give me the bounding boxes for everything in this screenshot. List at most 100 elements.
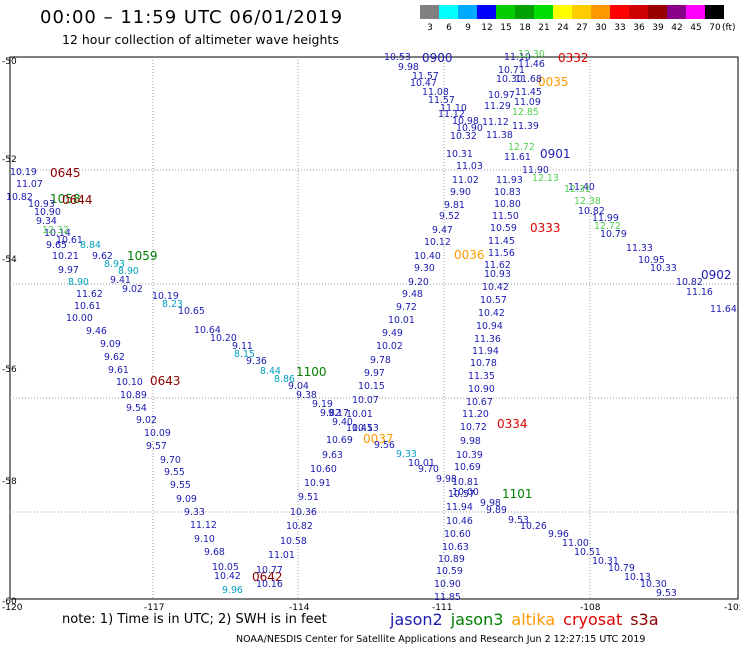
legend-swatch [458,5,477,19]
latitude-label: -60 [2,597,17,607]
legend-swatch [439,5,458,19]
legend-swatch [496,5,515,19]
wave-height-value: 9.81 [444,200,465,211]
wave-height-value: 11.68 [515,74,542,85]
wave-height-value: 11.62 [76,289,103,300]
wave-height-value: 10.71 [498,65,525,76]
wave-height-value: 11.16 [686,287,713,298]
wave-height-value: 9.54 [126,403,147,414]
wave-height-value: 12.72 [508,142,535,153]
wave-height-value: 9.34 [36,216,57,227]
wave-height-value: 9.46 [86,326,107,337]
wave-height-value: 10.00 [452,487,479,498]
satellite-key-s3a: s3a [630,610,659,629]
wave-height-value: 12.30 [518,49,545,60]
legend-tick-label: 3 [427,23,433,33]
legend-swatch [705,5,724,19]
wave-height-value: 9.96 [548,529,569,540]
wave-height-value: 9.98 [398,62,419,73]
wave-height-value: 9.17 [328,408,349,419]
wave-height-value: 11.10 [440,103,467,114]
wave-height-value: 10.13 [352,423,379,434]
wave-height-value: 9.10 [194,534,215,545]
wave-height-value: 10.90 [456,123,483,134]
wave-height-value: 10.53 [384,52,411,63]
wave-height-value: 11.33 [626,243,653,254]
wave-height-value: 10.79 [608,563,635,574]
wave-height-value: 10.59 [436,566,463,577]
wave-height-value: 11.64 [710,304,737,315]
wave-height-value: 11.20 [462,409,489,420]
wave-height-value: 9.49 [382,328,403,339]
footnote: note: 1) Time is in UTC; 2) SWH is in fe… [62,612,327,627]
wave-height-value: 11.40 [568,182,595,193]
wave-height-value: 11.50 [492,211,519,222]
wave-height-value: 9.51 [298,492,319,503]
satellite-key-jason3: jason3 [450,610,504,629]
legend-swatch [534,5,553,19]
pass-time-label: 0036 [454,248,485,262]
wave-height-value: 10.61 [74,301,101,312]
legend-tick-label: 6 [446,23,452,33]
wave-height-value: 11.61 [504,152,531,163]
wave-height-value: 9.55 [170,480,191,491]
latitude-label: -52 [2,155,17,165]
wave-height-value: 10.15 [358,381,385,392]
pass-time-label: 0902 [701,268,732,282]
wave-height-value: 9.63 [322,450,343,461]
legend-swatch [572,5,591,19]
wave-height-value: 11.35 [468,371,495,382]
wave-height-value: 9.65 [46,240,67,251]
pass-time-label: 0035 [538,75,569,89]
wave-height-value: 11.08 [422,87,449,98]
wave-height-value: 11.10 [504,52,531,63]
wave-height-value: 10.77 [256,565,283,576]
wave-height-value: 10.51 [574,547,601,558]
legend-tick-label: 33 [614,23,626,33]
legend-tick-label: 30 [595,23,607,33]
wave-height-value: 8.86 [274,374,295,385]
wave-height-value: 9.98 [460,436,481,447]
wave-height-value: 10.39 [456,450,483,461]
latitude-label: -50 [2,57,17,67]
wave-height-value: 10.42 [478,308,505,319]
wave-height-value: 10.82 [676,277,703,288]
wave-height-value: 10.26 [520,521,547,532]
satellite-key: jason2 jason3 altika cryosat s3a [390,610,667,629]
satellite-key-jason2: jason2 [390,610,443,629]
legend-swatch [420,5,439,19]
wave-height-value: 9.96 [222,585,243,596]
pass-time-label: 0642 [252,570,283,584]
wave-height-value: 11.62 [484,260,511,271]
wave-height-value: 10.33 [650,263,677,274]
wave-height-value: 9.09 [176,494,197,505]
wave-height-value: 10.19 [152,291,179,302]
wave-height-value: 11.94 [472,346,499,357]
wave-height-value: 11.90 [522,165,549,176]
wave-height-value: 9.97 [364,368,385,379]
wave-height-value: 9.04 [288,381,309,392]
wave-height-value: 10.89 [438,554,465,565]
wave-height-value: 11.09 [514,97,541,108]
wave-height-value: 10.80 [494,199,521,210]
legend-swatch [629,5,648,19]
wave-height-value: 10.21 [52,251,79,262]
wave-height-value: 12.13 [532,173,559,184]
wave-height-value: 11.38 [486,130,513,141]
wave-height-value: 9.56 [374,440,395,451]
wave-height-value: 9.55 [164,467,185,478]
pass-time-label: 0333 [530,221,561,235]
wave-height-value: 10.69 [326,435,353,446]
pass-time-label: 0037 [363,432,394,446]
wave-height-value: 10.14 [44,228,71,239]
wave-height-value: 10.20 [210,333,237,344]
wave-height-value: 12.38 [574,196,601,207]
wave-height-value: 12.85 [512,107,539,118]
legend-tick-label: 9 [465,23,471,33]
wave-height-value: 10.10 [116,377,143,388]
legend-tick-label: 70 [709,23,721,33]
wave-height-value: 8.93 [104,259,125,270]
wave-height-value: 9.02 [122,284,143,295]
wave-height-value: 11.36 [474,334,501,345]
latitude-label: -58 [2,477,17,487]
